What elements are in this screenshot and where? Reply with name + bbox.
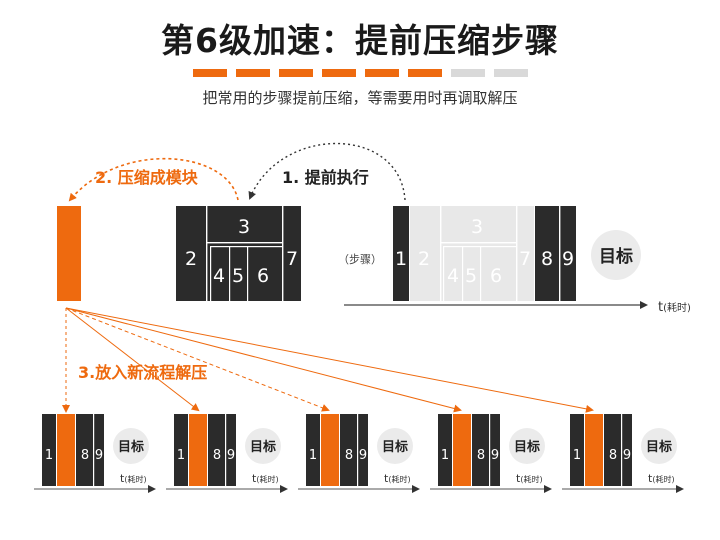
progress-segment [236, 69, 270, 77]
mini-step-9: 9 [491, 448, 499, 463]
mini-time-label: t(耗时) [516, 472, 543, 485]
mini-time-label: t(耗时) [252, 472, 279, 485]
mini-module [585, 414, 603, 486]
block-step-5: 5 [232, 265, 244, 287]
block-step-7: 7 [286, 248, 298, 270]
steps-tag: （步骤） [338, 253, 382, 266]
step2-label: 2. 压缩成模块 [95, 168, 199, 187]
mini-step-1: 1 [441, 448, 449, 463]
timeline-step-9: 9 [562, 248, 574, 270]
progress-segment [494, 69, 528, 77]
mini-end-box [76, 414, 104, 486]
mini-module [189, 414, 207, 486]
timeline-step-2: 2 [418, 248, 430, 270]
progress-segment [193, 69, 227, 77]
mini-step-8: 8 [345, 448, 353, 463]
mini-divider [621, 414, 623, 486]
progress-segment [279, 69, 313, 77]
mini-module [57, 414, 75, 486]
mini-flow: 1 8 9 目标 t(耗时) [430, 414, 552, 493]
mini-step-8: 8 [477, 448, 485, 463]
mini-flow: 1 8 9 目标 t(耗时) [562, 414, 684, 493]
decompress-arrow [65, 307, 330, 412]
mini-goal-label: 目标 [382, 439, 408, 455]
block-step-4: 4 [213, 265, 225, 287]
mini-flow: 1 8 9 目标 t(耗时) [166, 414, 288, 493]
mini-divider [357, 414, 359, 486]
mini-goal-circle [113, 428, 149, 464]
mini-step-9: 9 [227, 448, 235, 463]
decompress-arrow [65, 307, 462, 413]
decompress-arrow [65, 307, 594, 413]
mini-flow: 1 8 9 目标 t(耗时) [298, 414, 420, 493]
mini-step-1-box [174, 414, 188, 486]
mini-step-8: 8 [213, 448, 221, 463]
timeline-step-7: 7 [519, 248, 531, 270]
compress-arrow [68, 157, 239, 202]
mini-goal-circle [641, 428, 677, 464]
mini-step-1-box [306, 414, 320, 486]
mini-time-label: t(耗时) [120, 472, 147, 485]
time-axis-label: t(耗时) [658, 300, 691, 315]
progress-segment [365, 69, 399, 77]
timeline-step-1: 1 [395, 248, 407, 270]
mini-goal-circle [245, 428, 281, 464]
precompute-block: 3 2 7 4 5 6 [176, 206, 301, 301]
mini-flow: 1 8 9 目标 t(耗时) [34, 414, 156, 493]
subtitle: 把常用的步骤提前压缩，等需要用时再调取解压 [202, 89, 518, 107]
mini-step-1: 1 [309, 448, 317, 463]
timeline: 1 2 3 4 5 6 7 8 9 [393, 206, 576, 301]
mini-step-9: 9 [95, 448, 103, 463]
mini-step-1-box [570, 414, 584, 486]
mini-step-1-box [42, 414, 56, 486]
mini-divider [489, 414, 491, 486]
mini-time-label: t(耗时) [648, 472, 675, 485]
mini-goal-circle [377, 428, 413, 464]
mini-end-box [472, 414, 500, 486]
mini-goal-label: 目标 [118, 439, 144, 455]
execute-arrow [248, 142, 406, 201]
mini-module [321, 414, 339, 486]
progress-segment [408, 69, 442, 77]
goal-label: 目标 [599, 246, 633, 267]
progress-segment [451, 69, 485, 77]
block-step-3: 3 [238, 216, 250, 238]
step1-label: 1. 提前执行 [282, 168, 369, 187]
mini-goal-label: 目标 [646, 439, 672, 455]
timeline-step-8: 8 [541, 248, 553, 270]
mini-step-8: 8 [81, 448, 89, 463]
mini-step-1: 1 [177, 448, 185, 463]
compressed-module [57, 206, 81, 301]
page-title: 第6级加速：提前压缩步骤 [161, 21, 559, 60]
mini-end-box [340, 414, 368, 486]
block-step-2: 2 [185, 248, 197, 270]
step3-label: 3.放入新流程解压 [78, 363, 207, 382]
mini-step-9: 9 [623, 448, 631, 463]
mini-goal-label: 目标 [250, 439, 276, 455]
block-step-6: 6 [257, 265, 269, 287]
mini-module [453, 414, 471, 486]
timeline-step-3: 3 [471, 216, 483, 238]
mini-divider [225, 414, 227, 486]
decompress-arrow [65, 307, 200, 412]
mini-divider [93, 414, 95, 486]
mini-end-box [208, 414, 236, 486]
mini-goal-circle [509, 428, 545, 464]
mini-time-label: t(耗时) [384, 472, 411, 485]
mini-step-9: 9 [359, 448, 367, 463]
mini-step-8: 8 [609, 448, 617, 463]
mini-end-box [604, 414, 632, 486]
progress-segment [322, 69, 356, 77]
timeline-step-5: 5 [465, 265, 477, 287]
goal-circle [591, 230, 641, 280]
mini-goal-label: 目标 [514, 439, 540, 455]
mini-step-1: 1 [45, 448, 53, 463]
mini-step-1-box [438, 414, 452, 486]
timeline-step-6: 6 [490, 265, 502, 287]
mini-step-1: 1 [573, 448, 581, 463]
timeline-step-4: 4 [447, 265, 459, 287]
